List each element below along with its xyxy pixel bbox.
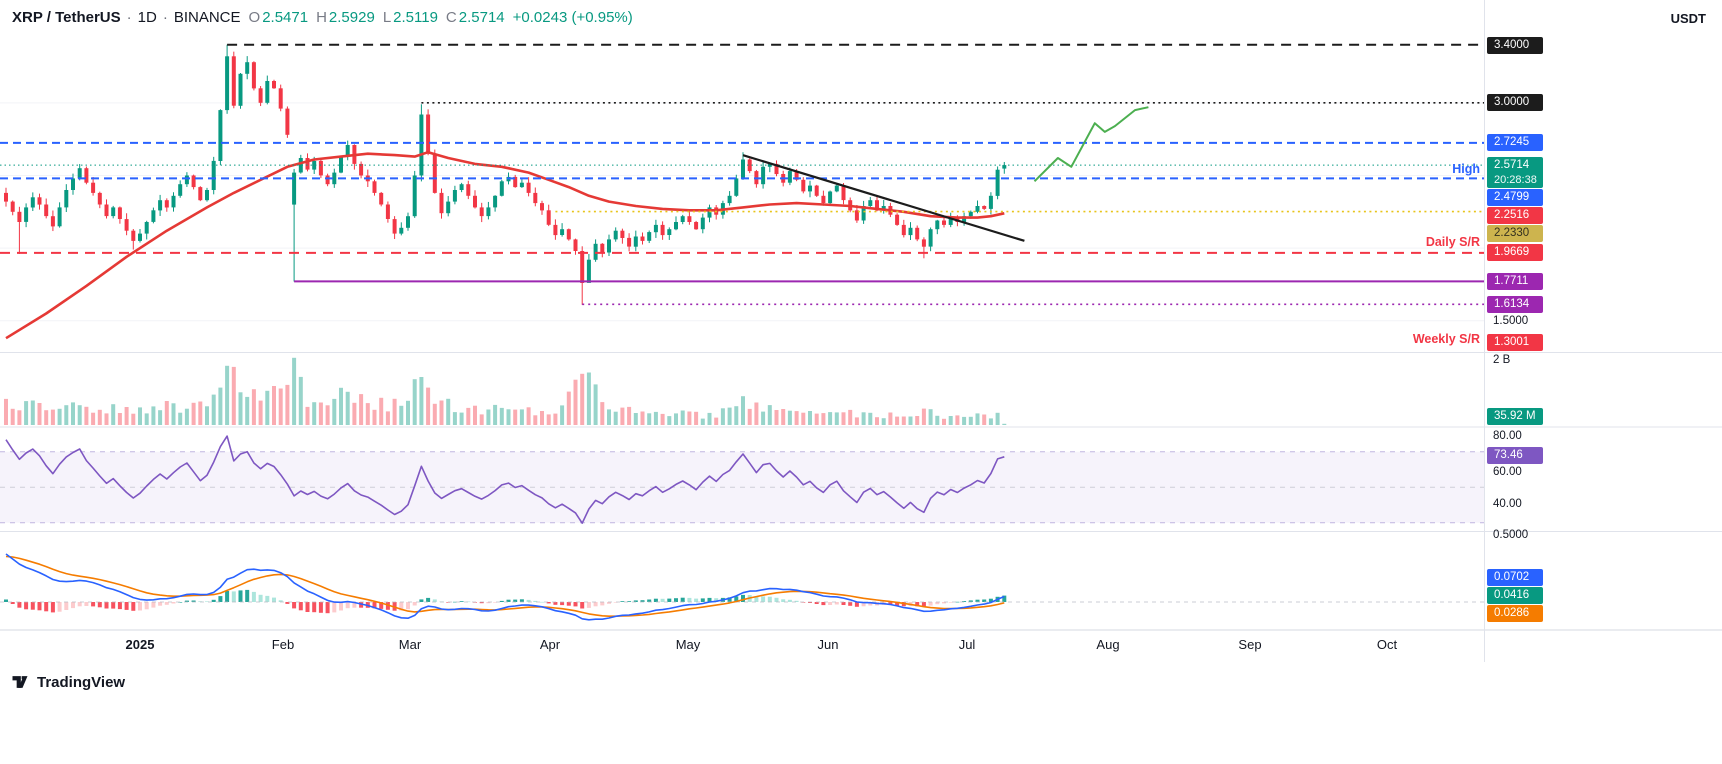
tradingview-footer: TradingView xyxy=(10,672,125,692)
high-annotation: High xyxy=(1452,162,1480,176)
daily-sr-annotation: Daily S/R xyxy=(1425,235,1480,249)
timeframe[interactable]: 1D xyxy=(137,9,157,26)
price-label-1.5000: 1.5000 xyxy=(1493,314,1529,327)
ohlc-values: O 2.5471 H 2.5929 L 2.5119 C 2.5714 xyxy=(248,9,505,26)
separator-dot: · xyxy=(162,9,168,26)
change-value: +0.0243 (+0.95%) xyxy=(512,9,633,26)
price-label-2-B: 2 B xyxy=(1493,353,1511,366)
quote-currency: USDT xyxy=(1670,11,1706,26)
time-axis-label-Apr: Apr xyxy=(539,637,561,652)
price-label-60.00: 60.00 xyxy=(1493,466,1522,478)
time-axis-label-Oct: Oct xyxy=(1376,637,1398,652)
price-label-3.4000: 3.4000 xyxy=(1487,37,1543,54)
price-label-1.7711: 1.7711 xyxy=(1487,272,1543,290)
symbol-name[interactable]: XRP / TetherUS xyxy=(12,9,121,26)
symbol-header: XRP / TetherUS · 1D · BINANCE O 2.5471 H 2.5929 L… xyxy=(12,9,633,26)
price-scale[interactable]: USDT 3.4000 3.0000 2.7245 2.5714 20:28:38 2.4… xyxy=(1484,0,1722,662)
time-axis[interactable]: 2025 Feb Mar Apr May Jun Jul Aug Sep Oct xyxy=(0,630,1484,662)
price-label-0.0416: 0.0416 xyxy=(1487,587,1543,605)
exchange[interactable]: BINANCE xyxy=(173,9,241,26)
tradingview-brand[interactable]: TradingView xyxy=(37,673,126,691)
price-label-73.46: 73.46 xyxy=(1487,447,1543,464)
price-label-1.6134: 1.6134 xyxy=(1487,295,1543,313)
price-label-0.5000: 0.5000 xyxy=(1493,528,1529,541)
price-label-2.5714: 2.5714 20:28:38 xyxy=(1487,156,1543,188)
time-axis-label-Mar: Mar xyxy=(398,637,422,652)
price-label-3.0000: 3.0000 xyxy=(1487,94,1543,112)
price-label-2.2516: 2.2516 xyxy=(1487,206,1543,224)
time-axis-label-Aug: Aug xyxy=(1096,637,1120,652)
price-label-2.7245: 2.7245 xyxy=(1487,134,1543,152)
price-label-2.2330: 2.2330 xyxy=(1487,224,1543,242)
price-label-1.3001: 1.3001 xyxy=(1487,334,1543,351)
time-axis-label-Feb: Feb xyxy=(271,637,295,652)
price-label-0.0286: 0.0286 xyxy=(1487,605,1543,623)
price-label-1.9669: 1.9669 xyxy=(1487,244,1543,262)
time-axis-label-2025: 2025 xyxy=(125,637,155,652)
time-axis-label-Jun: Jun xyxy=(817,637,839,652)
price-label-40.00: 40.00 xyxy=(1493,497,1522,510)
price-label-35.92-M: 35.92 M xyxy=(1487,408,1543,425)
weekly-sr-annotation: Weekly S/R xyxy=(1412,332,1480,346)
tradingview-logo-icon[interactable] xyxy=(10,672,30,692)
time-axis-label-Sep: Sep xyxy=(1238,637,1262,652)
time-axis-label-May: May xyxy=(675,637,701,652)
price-label-0.0702: 0.0702 xyxy=(1487,569,1543,587)
time-axis-label-Jul: Jul xyxy=(958,637,976,652)
separator-dot: · xyxy=(126,9,132,26)
price-label-2.4799: 2.4799 xyxy=(1487,188,1543,206)
price-label-80.00: 80.00 xyxy=(1493,430,1522,442)
countdown-timer: 20:28:38 xyxy=(1494,173,1537,186)
